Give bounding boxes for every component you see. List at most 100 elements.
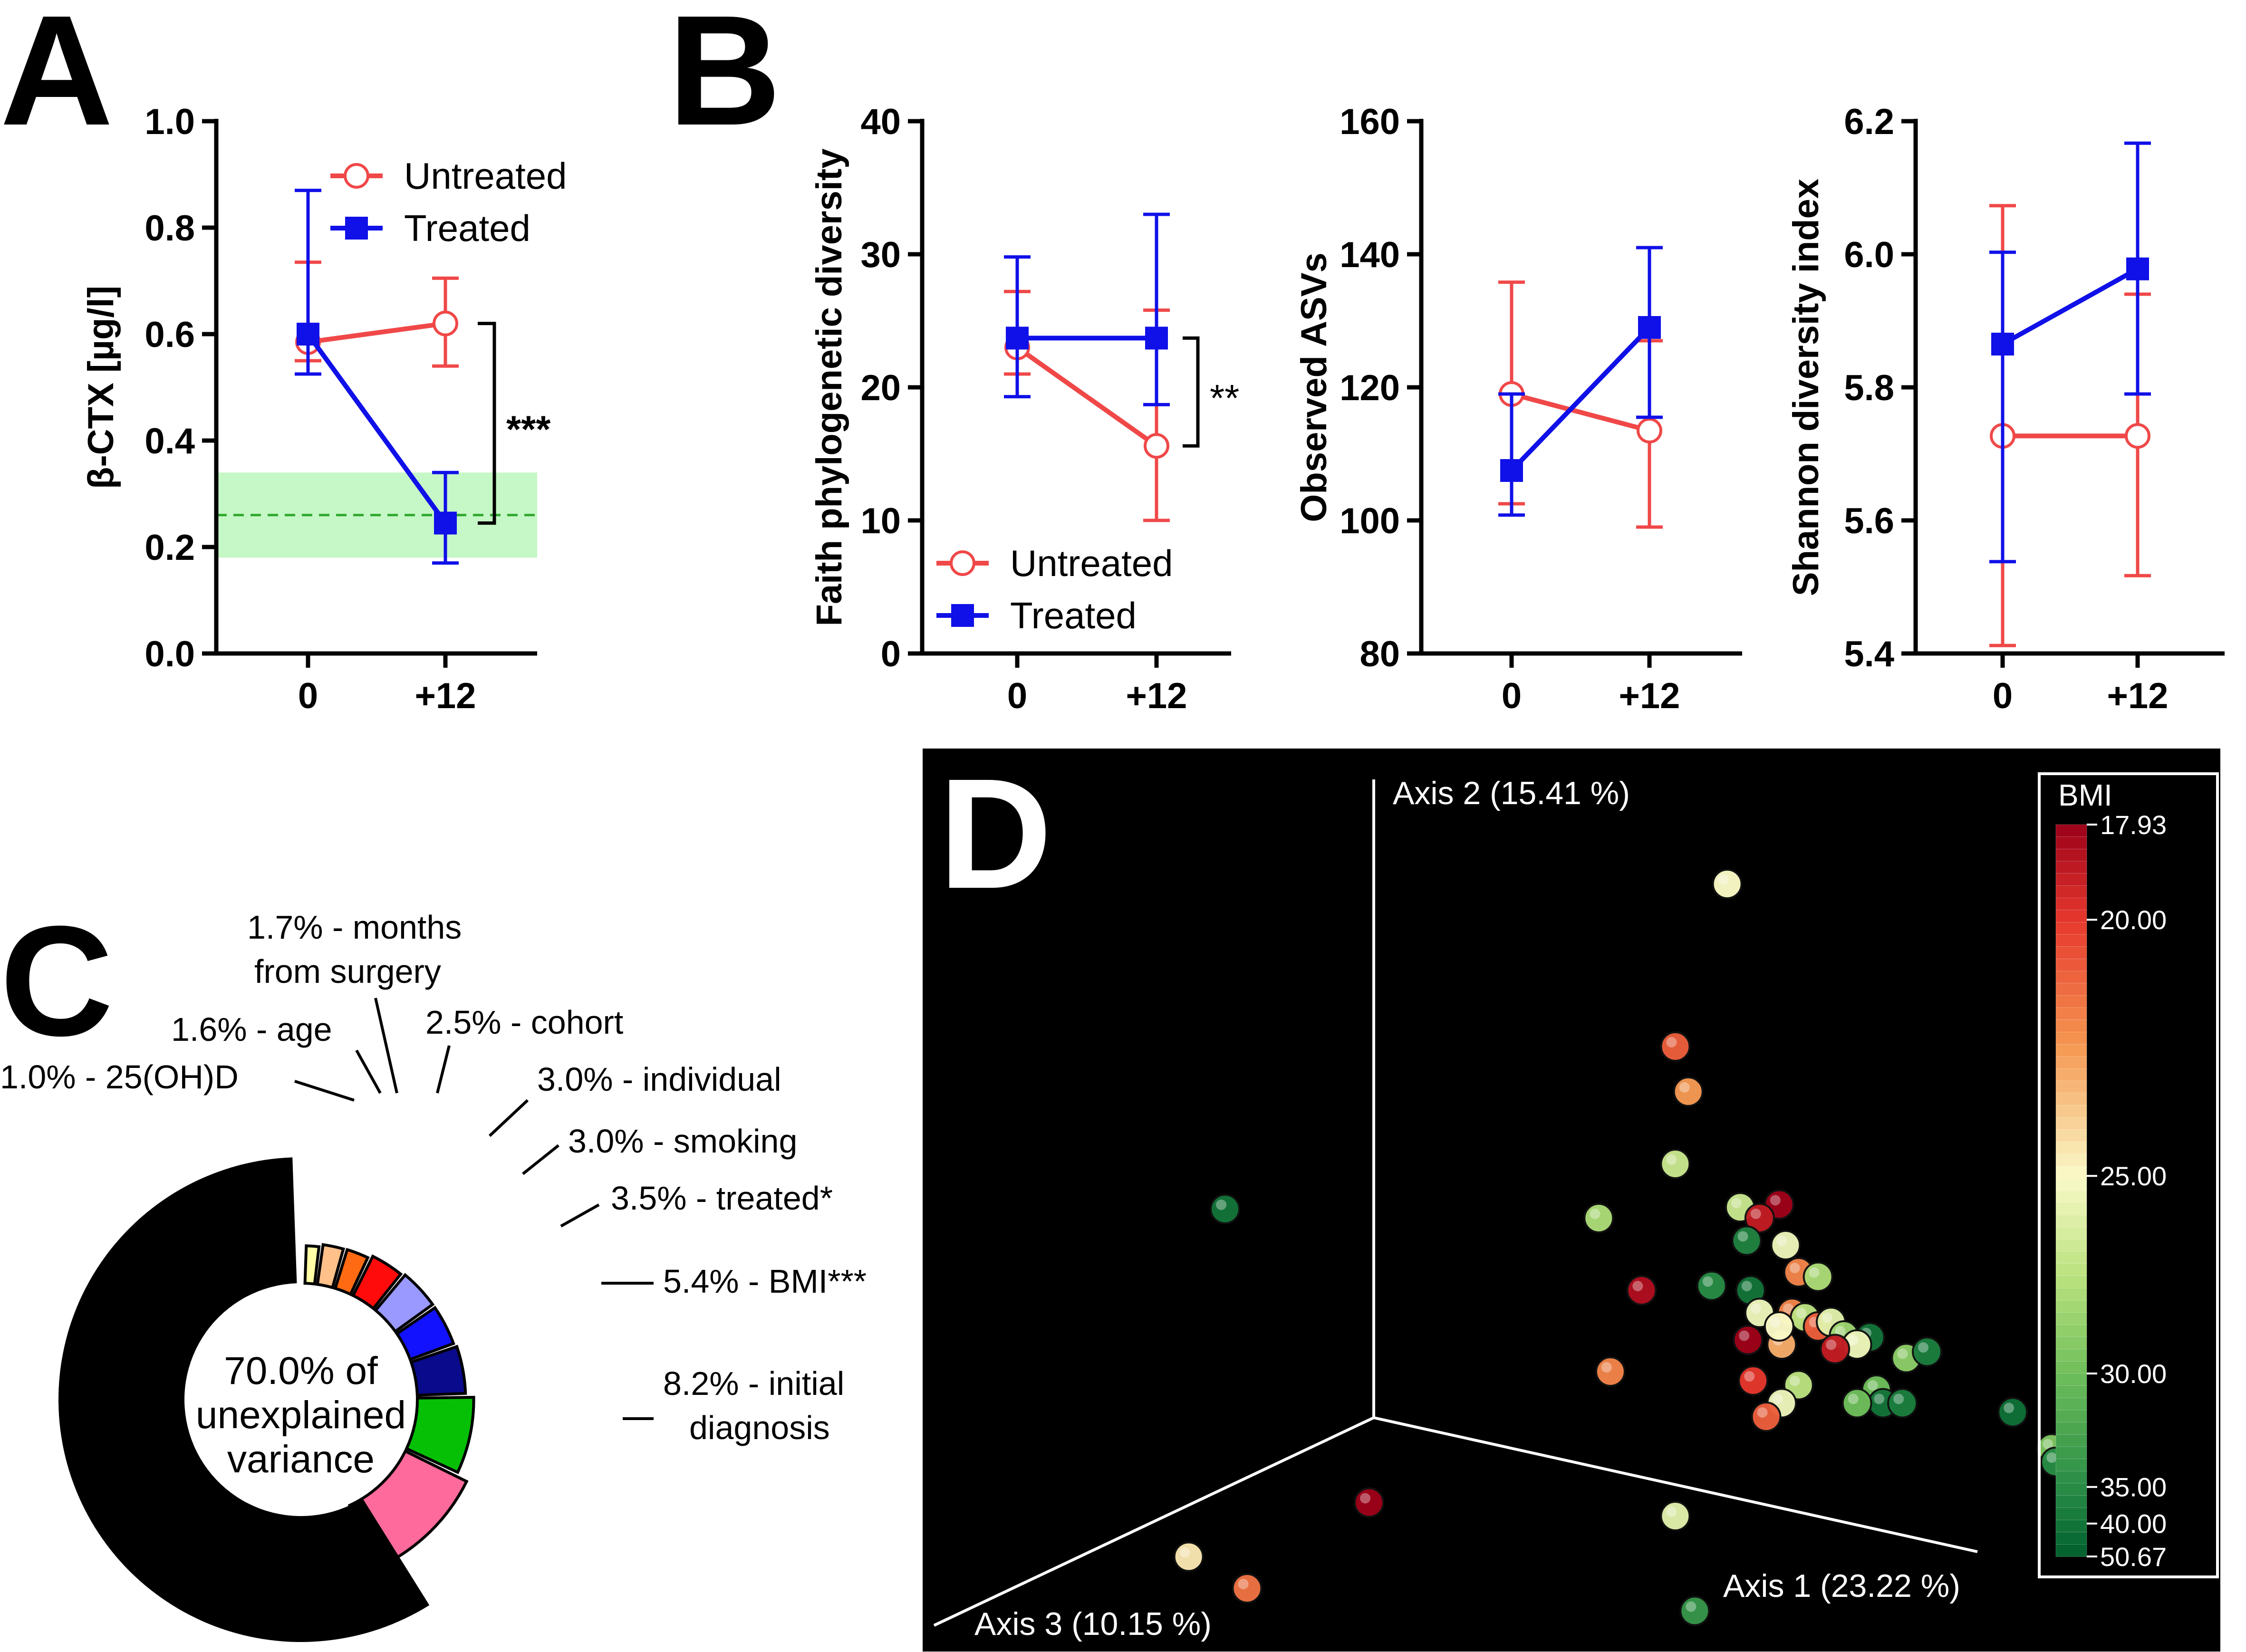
donut-center-line-3: variance — [227, 1438, 375, 1481]
colorbar-segment — [2055, 1495, 2087, 1508]
donut-center-line-1: 70.0% of — [224, 1349, 378, 1393]
colorbar-segment — [2055, 1080, 2087, 1094]
x-tick-label: 0 — [298, 676, 318, 716]
colorbar-segment — [2055, 1019, 2087, 1033]
series-line — [2001, 267, 2139, 346]
pcoa-point-highlight — [1835, 1326, 1846, 1336]
pcoa-point-highlight — [1686, 1601, 1697, 1612]
colorbar-segment — [2055, 1434, 2087, 1447]
colorbar-segment — [2055, 1239, 2087, 1252]
pcoa-point-highlight — [1679, 1082, 1690, 1093]
pcoa-point — [1841, 1388, 1872, 1419]
donut-slice — [373, 1273, 435, 1334]
colorbar-segment — [2055, 1385, 2087, 1399]
pcoa-point-highlight — [1826, 1339, 1837, 1350]
colorbar-segment — [2055, 1483, 2087, 1496]
colorbar-frame — [2038, 772, 2219, 1578]
colorbar-tick-label: 50.67 — [2100, 1542, 2167, 1572]
pcoa-point-highlight — [1918, 1342, 1929, 1353]
colorbar-tick-label: 40.00 — [2100, 1509, 2167, 1539]
data-point — [1638, 316, 1661, 339]
colorbar-segment — [2055, 970, 2087, 984]
colorbar-segment — [2055, 1544, 2087, 1557]
y-tick-label: 140 — [1340, 235, 1400, 275]
y-tick-label: 6.0 — [1844, 235, 1894, 275]
pcoa-point — [1626, 1275, 1657, 1306]
series-line — [1511, 392, 1650, 433]
pcoa-point-highlight — [1632, 1281, 1643, 1291]
pcoa-point-highlight — [1750, 1303, 1761, 1314]
pcoa-point-highlight — [1789, 1263, 1800, 1273]
y-tick-label: 100 — [1340, 501, 1400, 541]
leader-line — [488, 1099, 529, 1137]
pcoa-point-highlight — [1666, 1507, 1677, 1517]
series-treated — [295, 189, 459, 565]
axis-3-label: Axis 3 (10.15 %) — [974, 1606, 1212, 1642]
donut-slice — [395, 1306, 455, 1362]
colorbar-segment — [2055, 897, 2087, 911]
colorbar-segment — [2055, 1471, 2087, 1484]
pcoa-point-highlight — [1238, 1579, 1249, 1589]
data-point — [1144, 433, 1169, 459]
colorbar-segment — [2055, 1263, 2087, 1277]
significance-label: ** — [1210, 377, 1239, 419]
colorbar-segment — [2055, 1166, 2087, 1179]
panel-label-a: A — [0, 0, 113, 158]
y-tick-label: 40 — [860, 102, 901, 142]
series-line — [306, 333, 448, 525]
colorbar-segment — [2055, 983, 2087, 996]
label-months-line-1: 1.7% - months — [247, 909, 462, 946]
legend-label: Untreated — [404, 155, 567, 197]
colorbar-segment — [2055, 1215, 2087, 1228]
pcoa-point — [1770, 1230, 1801, 1260]
colorbar-segment — [2055, 1044, 2087, 1057]
colorbar-tick-label: 17.93 — [2100, 810, 2167, 840]
pcoa-point-highlight — [1848, 1335, 1859, 1345]
pcoa-point-highlight — [1770, 1317, 1781, 1327]
pcoa-point-highlight — [2004, 1402, 2015, 1413]
leader-line — [374, 998, 398, 1094]
y-tick-label: 0 — [881, 634, 901, 674]
colorbar-segment — [2055, 1519, 2087, 1533]
y-tick-label: 20 — [860, 368, 901, 408]
pcoa-point-highlight — [1741, 1281, 1752, 1291]
pcoa-point-highlight — [1718, 874, 1729, 885]
y-tick-label: 1.0 — [145, 102, 195, 142]
colorbar-segment — [2055, 1056, 2087, 1069]
colorbar-segment — [2055, 995, 2087, 1008]
colorbar-segment — [2055, 1459, 2087, 1472]
pcoa-point — [1210, 1194, 1241, 1224]
pcoa-point-highlight — [1897, 1348, 1908, 1359]
axis-3-line — [933, 1416, 1375, 1627]
y-axis-label: Faith phylogenetic diversity — [809, 148, 849, 626]
pcoa-point-highlight — [2046, 1452, 2057, 1463]
pcoa-point — [1660, 1031, 1691, 1062]
colorbar-segment — [2055, 1508, 2087, 1520]
label-age: 1.6% - age — [171, 1011, 332, 1048]
pcoa-point-highlight — [1789, 1375, 1800, 1386]
pcoa-point — [1173, 1541, 1204, 1572]
colorbar-segment — [2055, 1373, 2087, 1386]
donut-slice — [405, 1396, 475, 1474]
significance-bracket — [478, 322, 496, 525]
leader-line — [294, 1080, 355, 1102]
colorbar-segment — [2055, 1129, 2087, 1143]
chart-faith-pd: 0 10 20 30 40 0 +12 Faith phylogenetic diversit… — [809, 102, 1239, 716]
pcoa-point — [1673, 1076, 1704, 1107]
colorbar-segment — [2055, 1325, 2087, 1337]
y-tick-label: 6.2 — [1844, 102, 1894, 142]
pcoa-point — [1712, 869, 1743, 899]
series-line — [1016, 345, 1158, 448]
pcoa-point — [1733, 1325, 1764, 1355]
x-tick-label: +12 — [415, 676, 476, 716]
colorbar-segment — [2055, 922, 2087, 935]
pcoa-point-highlight — [1822, 1312, 1832, 1323]
pcoa-point-highlight — [1744, 1371, 1755, 1382]
legend-label: Treated — [1010, 595, 1137, 636]
colorbar-segment — [2055, 1093, 2087, 1106]
colorbar-segment — [2055, 1276, 2087, 1289]
colorbar-segment — [2055, 1202, 2087, 1216]
pcoa-point — [1595, 1356, 1626, 1387]
